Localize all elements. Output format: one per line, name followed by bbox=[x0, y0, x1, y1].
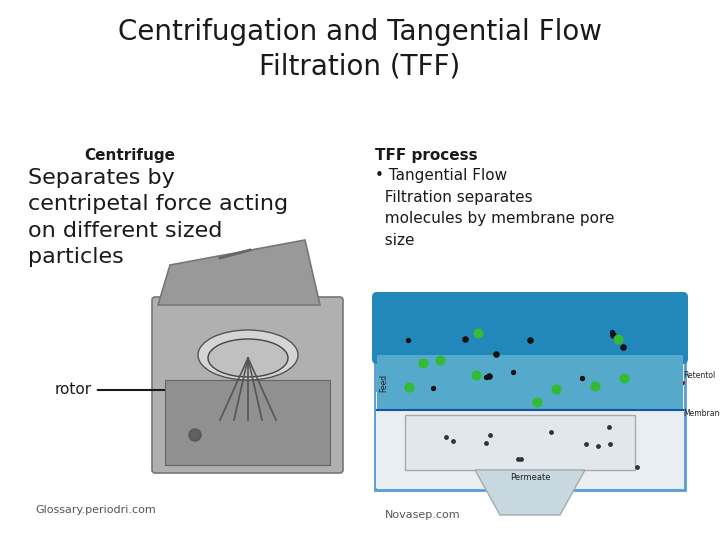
Point bbox=[417, 359, 428, 368]
FancyBboxPatch shape bbox=[377, 355, 683, 410]
Point bbox=[631, 463, 643, 471]
Point bbox=[546, 428, 557, 436]
Point bbox=[472, 328, 483, 337]
Point bbox=[471, 371, 482, 380]
FancyBboxPatch shape bbox=[165, 380, 330, 465]
Polygon shape bbox=[475, 470, 585, 515]
Point bbox=[508, 368, 519, 377]
Point bbox=[531, 398, 543, 407]
Text: TFF process: TFF process bbox=[375, 148, 477, 163]
FancyBboxPatch shape bbox=[375, 295, 685, 490]
Point bbox=[580, 440, 591, 449]
Point bbox=[618, 374, 630, 382]
FancyBboxPatch shape bbox=[376, 392, 684, 488]
Text: Centrifugation and Tangential Flow
Filtration (TFF): Centrifugation and Tangential Flow Filtr… bbox=[118, 18, 602, 80]
Point bbox=[447, 436, 459, 445]
Text: Separates by
centripetal force acting
on different sized
particles: Separates by centripetal force acting on… bbox=[28, 168, 288, 267]
Point bbox=[484, 372, 495, 381]
Point bbox=[516, 455, 527, 463]
Text: Glossary.periodri.com: Glossary.periodri.com bbox=[35, 505, 156, 515]
FancyBboxPatch shape bbox=[372, 292, 688, 364]
Ellipse shape bbox=[198, 330, 298, 380]
Point bbox=[480, 439, 492, 448]
Circle shape bbox=[189, 429, 201, 441]
Point bbox=[576, 374, 588, 382]
Point bbox=[441, 433, 452, 442]
Point bbox=[403, 382, 415, 391]
Point bbox=[607, 330, 618, 339]
Text: Membrane: Membrane bbox=[683, 408, 720, 417]
Text: Feed: Feed bbox=[379, 374, 388, 392]
Point bbox=[513, 455, 524, 463]
Text: rotor: rotor bbox=[55, 382, 210, 397]
FancyBboxPatch shape bbox=[405, 415, 635, 470]
Point bbox=[434, 356, 446, 364]
Point bbox=[617, 343, 629, 352]
Point bbox=[604, 440, 616, 448]
Point bbox=[603, 422, 614, 431]
FancyBboxPatch shape bbox=[152, 297, 343, 473]
Point bbox=[551, 384, 562, 393]
Point bbox=[480, 373, 492, 381]
Point bbox=[490, 349, 502, 358]
Text: • Tangential Flow
  Filtration separates
  molecules by membrane pore
  size: • Tangential Flow Filtration separates m… bbox=[375, 168, 614, 248]
Point bbox=[525, 336, 536, 345]
Point bbox=[459, 335, 471, 343]
Point bbox=[593, 442, 604, 450]
Text: Centrifuge: Centrifuge bbox=[84, 148, 176, 163]
Ellipse shape bbox=[208, 339, 288, 377]
Point bbox=[427, 383, 438, 392]
Point bbox=[612, 335, 624, 343]
Text: Permeate: Permeate bbox=[510, 473, 550, 482]
Polygon shape bbox=[158, 240, 320, 305]
Text: Novasep.com: Novasep.com bbox=[385, 510, 461, 520]
Point bbox=[402, 335, 413, 344]
Point bbox=[484, 431, 495, 440]
Text: Retentol: Retentol bbox=[683, 370, 715, 380]
Point bbox=[590, 381, 601, 390]
Point bbox=[606, 327, 618, 336]
